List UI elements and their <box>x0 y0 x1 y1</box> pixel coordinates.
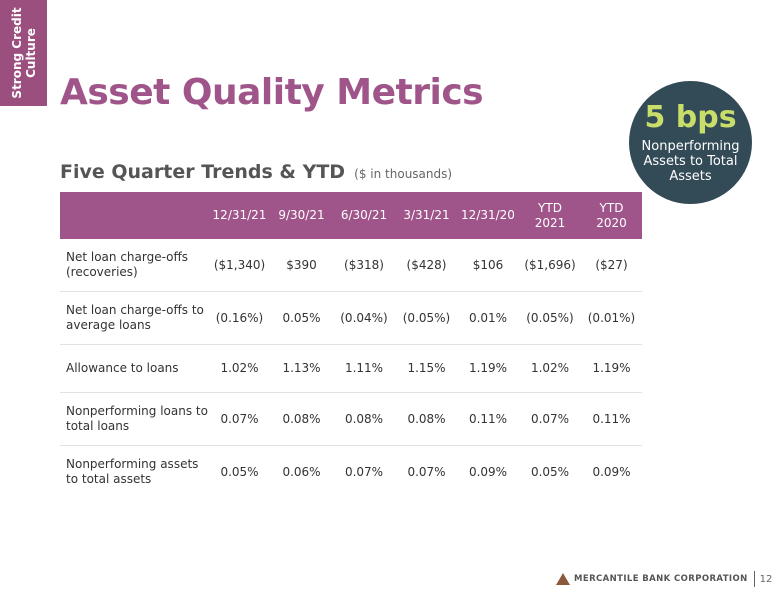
table-cell: 0.05% <box>220 464 259 479</box>
table-cell: 0.09% <box>468 464 508 479</box>
row-label: Allowance to loans <box>66 360 179 375</box>
section-tab: Strong Credit Culture <box>0 0 47 106</box>
table-cell: (0.01%) <box>587 310 636 325</box>
column-header: 9/30/21 <box>278 208 325 222</box>
page-number: 12 <box>759 573 773 585</box>
column-header: 3/31/21 <box>403 208 450 222</box>
table-cell: 0.11% <box>592 411 631 426</box>
table-heading: Five Quarter Trends & YTD ($ in thousand… <box>60 161 452 183</box>
table-row: Net loan charge-offs (recoveries) ($1,34… <box>60 239 642 291</box>
column-header: 12/31/21 <box>212 208 267 222</box>
badge-caption: Nonperforming Assets to Total Assets <box>641 139 740 184</box>
table-cell: ($318) <box>344 257 384 272</box>
table-cell: 1.02% <box>530 361 570 375</box>
table-cell: 0.09% <box>592 464 631 479</box>
table-cell: 0.01% <box>468 310 508 325</box>
column-header-label <box>60 192 208 239</box>
bank-logo-icon <box>556 573 570 585</box>
table-cell: 0.08% <box>344 411 384 426</box>
table-cell: 1.15% <box>407 361 446 375</box>
table-cell: ($27) <box>595 257 628 272</box>
table-cell: (0.05%) <box>402 310 451 325</box>
badge-value: 5 bps <box>644 100 737 135</box>
table-cell: 0.08% <box>282 411 321 426</box>
table-cell: $106 <box>472 257 504 272</box>
row-label: Nonperforming assets to total assets <box>66 456 199 486</box>
table-row: Net loan charge-offs to average loans (0… <box>60 291 642 344</box>
column-header: YTD 2021 <box>534 200 566 230</box>
table-cell: 0.07% <box>344 464 384 479</box>
table-cell: 1.02% <box>220 361 259 375</box>
table-cell: 1.19% <box>592 361 631 375</box>
table-row: Nonperforming loans to total loans 0.07%… <box>60 392 642 445</box>
table-cell: 1.11% <box>344 361 384 375</box>
column-header: 12/31/20 <box>461 208 515 222</box>
section-tab-line1: Strong Credit <box>9 7 24 99</box>
table-cell: 1.13% <box>282 361 321 375</box>
table-cell: 0.07% <box>407 464 446 479</box>
table-heading-units: ($ in thousands) <box>354 167 453 181</box>
column-header: 6/30/21 <box>340 208 388 222</box>
row-label: Net loan charge-offs (recoveries) <box>66 249 189 279</box>
table-cell: (0.05%) <box>526 310 574 325</box>
footer: MERCANTILE BANK CORPORATION 12 <box>556 571 772 587</box>
table-cell: $390 <box>286 257 317 272</box>
table-cell: 0.05% <box>530 464 570 479</box>
table-cell: ($1,696) <box>524 257 576 272</box>
table-cell: ($428) <box>406 257 447 272</box>
footer-divider <box>753 571 755 587</box>
table-cell: 0.06% <box>282 464 321 479</box>
column-header: YTD 2020 <box>596 200 627 230</box>
row-label: Nonperforming loans to total loans <box>66 403 208 433</box>
table-cell: (0.04%) <box>340 310 388 325</box>
table-cell: 0.08% <box>407 411 446 426</box>
metrics-table: 12/31/21 9/30/21 6/30/21 3/31/21 12/31/2… <box>60 192 642 498</box>
row-label: Net loan charge-offs to average loans <box>66 302 204 332</box>
table-cell: ($1,340) <box>213 257 266 272</box>
table-cell: 0.11% <box>468 411 508 426</box>
bank-name: MERCANTILE BANK CORPORATION <box>574 574 748 584</box>
table-cell: 0.05% <box>282 310 321 325</box>
table-cell: 1.19% <box>468 361 508 375</box>
table-header-row: 12/31/21 9/30/21 6/30/21 3/31/21 12/31/2… <box>60 192 642 239</box>
table-row: Nonperforming assets to total assets 0.0… <box>60 445 642 498</box>
table-cell: 0.07% <box>530 411 570 426</box>
table-row: Allowance to loans 1.02% 1.13% 1.11% 1.1… <box>60 344 642 392</box>
highlight-badge: 5 bps Nonperforming Assets to Total Asse… <box>629 81 752 204</box>
table-cell: 0.07% <box>220 411 259 426</box>
page-title: Asset Quality Metrics <box>60 72 484 113</box>
section-tab-line2: Culture <box>23 28 38 78</box>
table-cell: (0.16%) <box>215 310 264 325</box>
table-heading-main: Five Quarter Trends & YTD <box>60 161 346 183</box>
